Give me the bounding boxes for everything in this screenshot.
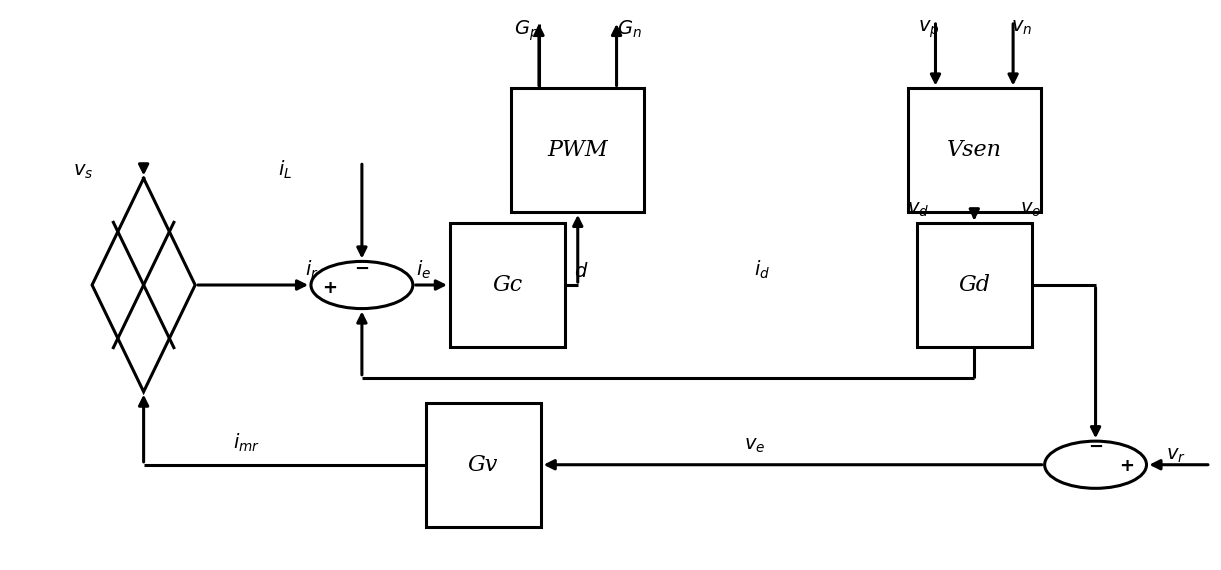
Circle shape bbox=[311, 262, 413, 308]
Text: $v_p$: $v_p$ bbox=[917, 18, 939, 40]
Text: $v_r$: $v_r$ bbox=[1166, 447, 1186, 466]
Text: Gv: Gv bbox=[468, 454, 498, 476]
Text: $G_n$: $G_n$ bbox=[617, 18, 641, 39]
Text: $G_p$: $G_p$ bbox=[514, 18, 538, 43]
Text: +: + bbox=[321, 279, 337, 297]
Text: $v_s$: $v_s$ bbox=[73, 163, 93, 181]
Text: Vsen: Vsen bbox=[946, 139, 1001, 161]
Text: $i_r$: $i_r$ bbox=[305, 258, 319, 280]
Polygon shape bbox=[92, 178, 195, 392]
Text: $i_d$: $i_d$ bbox=[753, 258, 769, 280]
Text: $v_e$: $v_e$ bbox=[744, 436, 766, 455]
Text: −: − bbox=[1088, 438, 1103, 456]
Text: PWM: PWM bbox=[547, 139, 608, 161]
Text: Gc: Gc bbox=[492, 274, 523, 296]
Text: Gd: Gd bbox=[958, 274, 990, 296]
Text: +: + bbox=[1120, 457, 1134, 475]
FancyBboxPatch shape bbox=[907, 88, 1042, 212]
FancyBboxPatch shape bbox=[512, 88, 645, 212]
Text: $i_e$: $i_e$ bbox=[416, 258, 432, 280]
Text: $v_n$: $v_n$ bbox=[1011, 18, 1032, 36]
Text: $d$: $d$ bbox=[574, 262, 589, 280]
Text: $v_d$: $v_d$ bbox=[907, 201, 929, 219]
FancyBboxPatch shape bbox=[426, 403, 541, 527]
FancyBboxPatch shape bbox=[449, 223, 565, 347]
Text: $v_o$: $v_o$ bbox=[1021, 201, 1042, 219]
Text: $i_{mr}$: $i_{mr}$ bbox=[233, 431, 260, 454]
FancyBboxPatch shape bbox=[917, 223, 1032, 347]
Text: −: − bbox=[354, 260, 370, 278]
Circle shape bbox=[1045, 441, 1147, 488]
Text: $i_L$: $i_L$ bbox=[278, 159, 293, 181]
